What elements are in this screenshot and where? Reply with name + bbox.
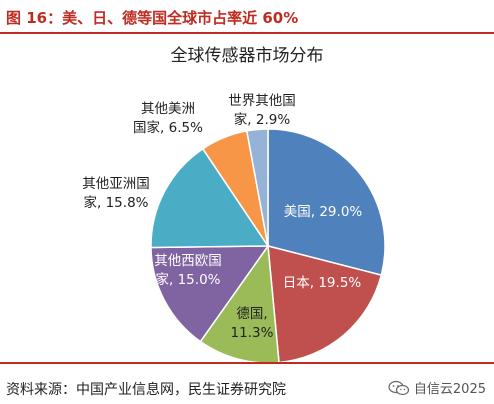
slice-label-line: 其他亚洲国 [82,176,150,192]
slice-label-7: 世界其他国家, 2.9% [228,93,296,128]
slice-label-line: 11.3% [231,325,274,341]
watermark: 自信云2025 [388,378,486,397]
pie-slices [150,128,386,364]
slice-label-line: 其他西欧国 [154,253,222,269]
pie-slice-7 [245,128,269,247]
slice-label-4: 其他西欧国家, 15.0% [154,253,222,288]
slice-label-line: 家, 2.9% [234,111,291,128]
pie-slice-5 [150,147,270,249]
slice-label-6: 其他美洲国家, 6.5% [133,101,203,136]
figure-header: 图 16：美、日、德等国全球市占率近 60% [0,0,494,34]
wechat-icon [388,380,410,396]
figure-footer: 资料来源：中国产业信息网，民生证券研究院 自信云2025 [0,362,494,404]
chart-title: 全球传感器市场分布 [170,46,324,66]
slice-label-line: 日本, 19.5% [283,275,362,291]
slice-label-line: 其他美洲 [141,101,195,117]
source-note: 资料来源：中国产业信息网，民生证券研究院 [6,382,286,398]
slice-label-5: 其他亚洲国家, 15.8% [82,176,150,211]
slice-label-3: 德国, 11.3% [231,306,274,341]
slice-label-line: 德国, [236,306,267,322]
pie-labels: 美国, 29.0%日本, 19.5%德国, 11.3%其他西欧国家, 15.0%其… [82,93,362,341]
slice-label-line: 国家, 6.5% [133,119,203,136]
slice-label-2: 日本, 19.5% [283,275,362,291]
pie-slice-1 [267,128,386,277]
pie-slice-2 [267,245,383,364]
slice-label-line: 家, 15.0% [156,271,221,288]
slice-label-line: 家, 15.8% [84,194,149,211]
slice-label-line: 世界其他国 [228,93,296,109]
slice-label-line: 美国, 29.0% [284,204,363,220]
pie-slice-4 [150,245,270,343]
figure-title: 图 16：美、日、德等国全球市占率近 60% [6,9,299,27]
watermark-text: 自信云2025 [413,382,486,397]
slice-label-1: 美国, 29.0% [284,204,363,220]
